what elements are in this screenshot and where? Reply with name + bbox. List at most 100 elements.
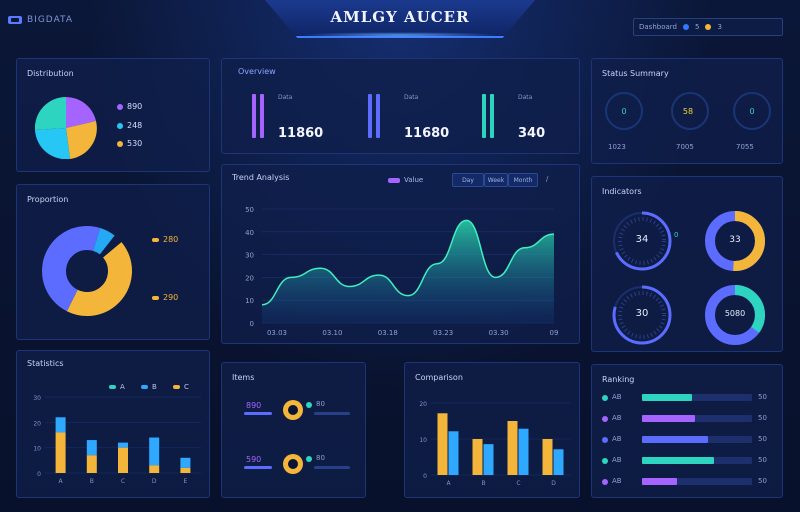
panel-bars-mid: Comparison 0 10 20 A B C D <box>404 362 580 498</box>
legend-item: Value <box>388 176 423 184</box>
x-tick-label: 03.18 <box>378 329 398 337</box>
status-box[interactable]: Dashboard 5 3 <box>633 18 783 36</box>
tab-day[interactable]: Day <box>452 173 484 187</box>
panel-title: Items <box>232 373 255 382</box>
progress-fill <box>642 415 695 422</box>
x-tick-label: D <box>551 480 556 487</box>
legend-dot-icon <box>117 103 123 110</box>
bar-b <box>149 437 160 466</box>
x-tick-label: A <box>446 480 451 487</box>
progress-value: 50 <box>758 414 767 422</box>
bar-c <box>55 432 66 473</box>
gauge-side-value: 0 <box>674 231 679 239</box>
stat-value: 11680 <box>404 126 450 141</box>
legend-item: 530 <box>117 139 142 148</box>
stat-bar <box>368 94 372 138</box>
legend-label: A <box>120 383 125 391</box>
progress-dot-icon <box>602 416 608 422</box>
coin-icon <box>283 454 303 474</box>
bar <box>483 444 494 475</box>
tab-month[interactable]: Month <box>508 173 538 187</box>
logo: BIGDATA <box>8 14 73 26</box>
legend-item: 248 <box>117 121 142 130</box>
bar <box>518 428 529 475</box>
list-value: 590 <box>246 455 262 464</box>
panel-rings-top: Status Summary 0 58 0 1023 7005 7055 <box>591 58 783 164</box>
x-tick-label: A <box>59 478 64 485</box>
bar-chart: 0 10 20 A B C D <box>419 401 571 487</box>
progress-fill <box>642 436 708 443</box>
stat-value: 340 <box>518 126 546 141</box>
x-tick-label: 03.30 <box>489 329 509 337</box>
donut-slice <box>42 226 132 316</box>
bar-b <box>55 417 66 433</box>
panel-title: Statistics <box>27 359 64 368</box>
legend-swatch-icon <box>173 385 180 389</box>
gauge-value: 34 <box>635 234 649 245</box>
bar-c <box>86 455 97 473</box>
legend-value: 290 <box>163 293 179 302</box>
progress-label: AB <box>612 435 622 443</box>
legend-item: A <box>109 383 125 391</box>
progress-track <box>642 436 752 443</box>
page-title: AMLGY AUCER <box>330 8 470 26</box>
stat-bar <box>490 94 494 138</box>
gauge-group <box>612 211 765 345</box>
x-tick-label: B <box>481 480 485 487</box>
legend-item: B <box>141 383 157 391</box>
progress-fill <box>642 478 678 485</box>
y-tick-label: 20 <box>419 401 427 408</box>
legend-label: Value <box>404 176 424 184</box>
title-glow <box>300 32 500 38</box>
ring-group <box>605 92 771 130</box>
progress-value: 50 <box>758 435 767 443</box>
panel-gauges: Indicators 34 0 33 30 5080 <box>591 176 783 352</box>
bar <box>553 449 564 475</box>
donut-slice <box>42 226 132 316</box>
legend-value: 248 <box>127 121 143 130</box>
tab-week[interactable]: Week <box>484 173 508 187</box>
progress-label: AB <box>612 393 622 401</box>
pie-slice <box>66 97 96 128</box>
donut-chart <box>42 226 132 316</box>
progress-dot-icon <box>602 458 608 464</box>
progress-label: AB <box>612 414 622 422</box>
bar-b <box>180 457 191 468</box>
legend-swatch-icon <box>152 295 159 300</box>
panel-title: Status Summary <box>602 69 669 78</box>
list-bar-icon <box>244 412 272 415</box>
panel-title: Distribution <box>27 69 74 78</box>
y-tick-label: 10 <box>245 297 254 305</box>
legend-item: C <box>173 383 189 391</box>
stat-bar <box>260 94 264 138</box>
legend-item: 290 <box>152 293 178 302</box>
list-bar-icon <box>314 412 350 415</box>
list-tag: 80 <box>316 400 325 408</box>
progress-fill <box>642 394 692 401</box>
legend-value: 890 <box>127 102 143 111</box>
panel-title: Trend Analysis <box>232 173 290 182</box>
progress-value: 50 <box>758 477 767 485</box>
y-tick-label: 20 <box>245 274 254 282</box>
progress-label: AB <box>612 456 622 464</box>
panel-title: Overview <box>238 67 276 76</box>
gauge <box>705 285 765 345</box>
panel-title: Indicators <box>602 187 642 196</box>
y-tick-label: 0 <box>37 471 41 478</box>
top-bar: BIGDATA AMLGY AUCER Dashboard 5 3 <box>0 0 800 42</box>
bar-b <box>118 442 128 448</box>
progress-value: 50 <box>758 393 767 401</box>
ring <box>671 92 709 130</box>
panel-progress: Ranking AB 50 AB 50 AB 50 AB 50 AB 50 <box>591 364 783 498</box>
panel-bars-left: Statistics A B C 0 10 20 30 A B C D E <box>16 350 210 498</box>
pie-slice <box>35 128 70 159</box>
ring-label: 7055 <box>736 143 754 151</box>
stat-label: Data <box>518 94 533 101</box>
legend-item: 280 <box>152 235 178 244</box>
y-tick-label: 20 <box>33 420 41 427</box>
ring-value: 0 <box>749 107 755 116</box>
stat-bar <box>252 94 256 138</box>
pie-slice <box>35 97 66 130</box>
bar <box>542 439 553 475</box>
status-dot-icon <box>682 24 689 30</box>
